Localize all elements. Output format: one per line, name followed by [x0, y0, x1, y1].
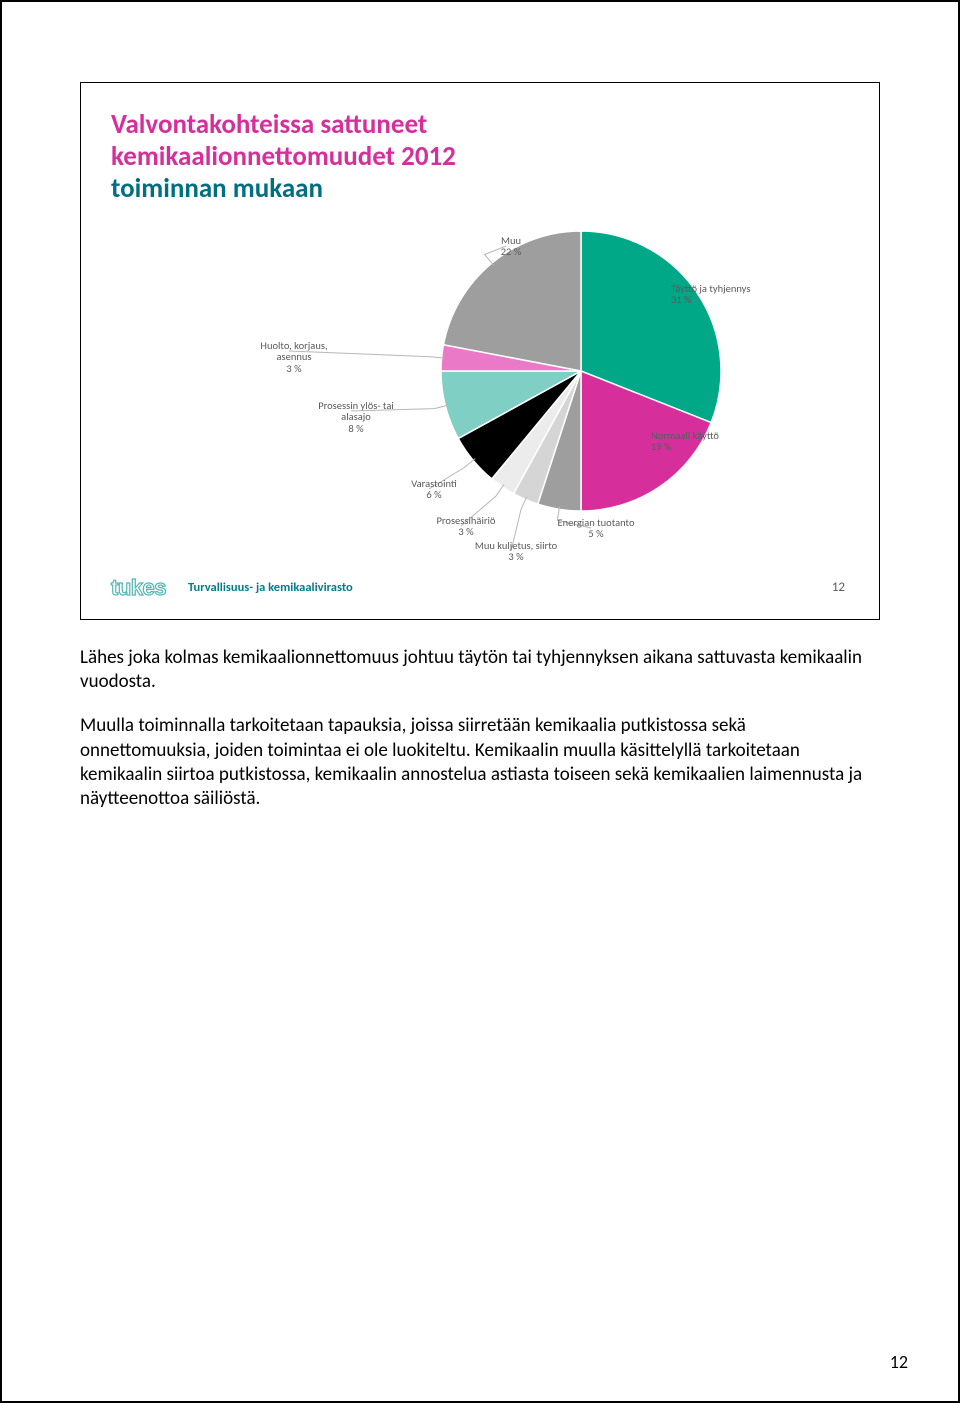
pie-label: Normaali käyttö19 % — [651, 430, 761, 453]
paragraph-2: Muulla toiminnalla tarkoitetaan tapauksi… — [80, 714, 880, 811]
pie-label: Varastointi6 % — [379, 478, 489, 501]
pie-svg — [431, 221, 731, 521]
pie-chart: Täyttö ja tyhjennys31 % Normaali käyttö19… — [111, 211, 849, 561]
pie-label: Huolto, korjaus,asennus3 % — [239, 340, 349, 375]
title-line-3: toiminnan mukaan — [111, 173, 849, 205]
slide-title: Valvontakohteissa sattuneet kemikaalionn… — [111, 109, 849, 205]
pie-label: Muu kuljetus, siirto3 % — [461, 540, 571, 563]
title-line-2: kemikaalionnettomuudet 2012 — [111, 141, 849, 173]
pie-wrap — [431, 221, 731, 521]
paragraph-1: Lähes joka kolmas kemikaalionnettomuus j… — [80, 646, 880, 695]
pie-label: Energian tuotanto5 % — [541, 517, 651, 540]
title-line-1: Valvontakohteissa sattuneet — [111, 109, 849, 141]
footer-text: Turvallisuus- ja kemikaalivirasto — [166, 580, 832, 595]
tukes-logo: tukes — [111, 575, 166, 601]
pie-label: Prosessin ylös- taialasajo8 % — [301, 400, 411, 435]
slide-number: 12 — [832, 580, 849, 595]
body-text: Lähes joka kolmas kemikaalionnettomuus j… — [80, 646, 880, 812]
page-number: 12 — [890, 1351, 908, 1373]
page: Valvontakohteissa sattuneet kemikaalionn… — [0, 0, 960, 1403]
pie-label: Muu22 % — [456, 235, 566, 258]
slide-footer: tukes Turvallisuus- ja kemikaalivirasto … — [111, 569, 849, 601]
pie-label: Täyttö ja tyhjennys31 % — [671, 283, 781, 306]
pie-label: Prosessihäiriö3 % — [411, 515, 521, 538]
slide-frame: Valvontakohteissa sattuneet kemikaalionn… — [80, 82, 880, 620]
